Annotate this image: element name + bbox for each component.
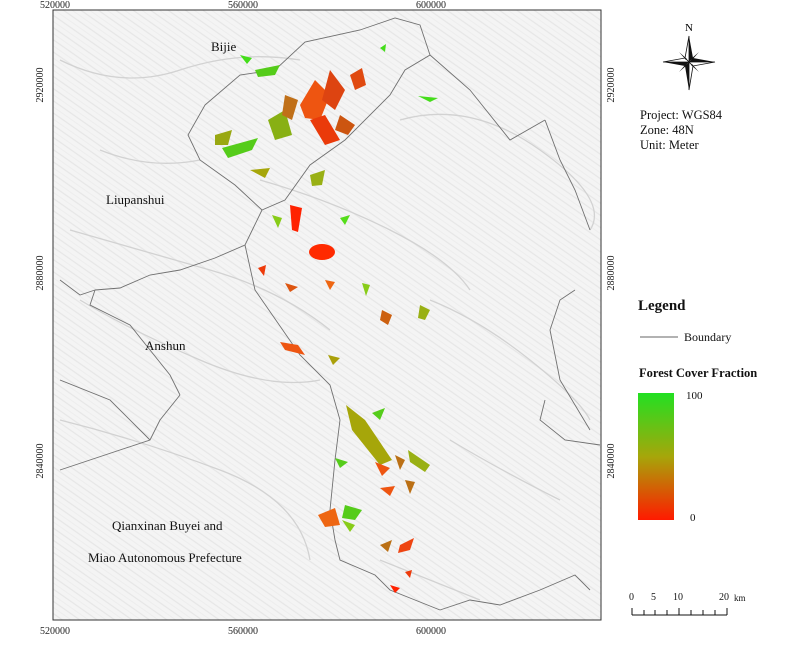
legend-ramp-high: 100 <box>686 390 703 402</box>
projection-unit: Unit: Meter <box>640 138 699 152</box>
north-label: N <box>685 22 693 34</box>
legend-boundary-label: Boundary <box>684 330 732 344</box>
place-qianxinan-line2: Miao Autonomous Prefecture <box>88 550 242 565</box>
y-tick-right-1: 2920000 <box>606 68 617 103</box>
scale-unit: km <box>734 593 746 603</box>
x-tick-bottom-2: 560000 <box>228 626 258 637</box>
scale-label-5: 5 <box>651 592 656 603</box>
y-tick-left-2: 2880000 <box>35 256 46 291</box>
north-arrow-icon: N <box>662 22 716 91</box>
place-bijie: Bijie <box>211 39 237 54</box>
projection-project: Project: WGS84 <box>640 108 723 122</box>
scale-label-20: 20 <box>719 592 729 603</box>
y-tick-left-3: 2840000 <box>35 444 46 479</box>
x-tick-top-1: 520000 <box>40 0 70 11</box>
x-tick-bottom-1: 520000 <box>40 626 70 637</box>
scale-label-0: 0 <box>629 592 634 603</box>
y-ticks-right: 2920000 2880000 2840000 <box>606 68 617 479</box>
y-tick-right-3: 2840000 <box>606 444 617 479</box>
scale-bar <box>631 608 728 616</box>
y-ticks-left: 2920000 2880000 2840000 <box>35 68 46 479</box>
legend-color-ramp <box>638 393 674 520</box>
scale-label-10: 10 <box>673 592 683 603</box>
boundary-lines <box>59 17 601 611</box>
legend-ramp-title: Forest Cover Fraction <box>639 366 758 380</box>
projection-zone: Zone: 48N <box>640 123 694 137</box>
legend-title: Legend <box>638 298 686 314</box>
x-tick-top-2: 560000 <box>228 0 258 11</box>
x-ticks-top: 520000 560000 600000 <box>40 0 446 11</box>
hillshade <box>59 56 595 601</box>
x-tick-bottom-3: 600000 <box>416 626 446 637</box>
place-liupanshui: Liupanshui <box>106 192 165 207</box>
forest-patches <box>215 44 438 593</box>
y-tick-right-2: 2880000 <box>606 256 617 291</box>
legend-ramp-low: 0 <box>690 512 696 524</box>
x-tick-top-3: 600000 <box>416 0 446 11</box>
map-frame <box>52 9 602 621</box>
x-ticks-bottom: 520000 560000 600000 <box>40 626 446 637</box>
place-qianxinan-line1: Qianxinan Buyei and <box>112 518 223 533</box>
place-anshun: Anshun <box>145 338 186 353</box>
y-tick-left-1: 2920000 <box>35 68 46 103</box>
place-labels: Bijie Liupanshui Anshun Qianxinan Buyei … <box>88 39 242 565</box>
